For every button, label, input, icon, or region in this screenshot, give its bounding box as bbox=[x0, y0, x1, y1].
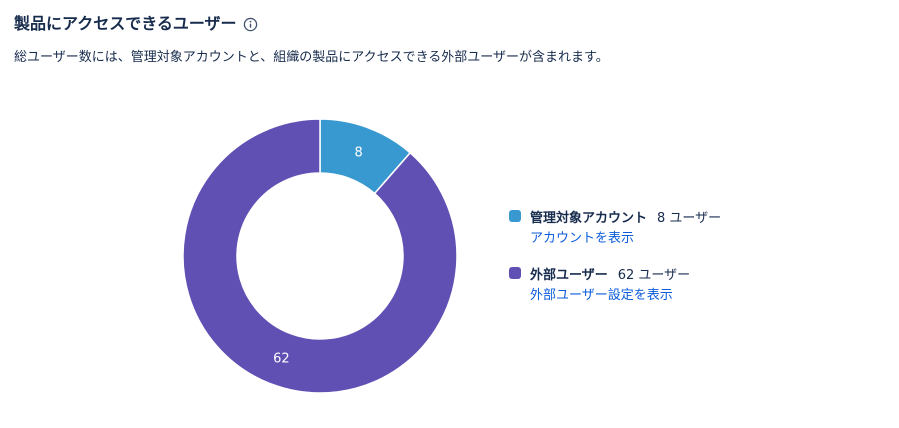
data-label-external-users: 62 bbox=[273, 351, 290, 366]
legend-item-external-users: 外部ユーザー 62 ユーザー 外部ユーザー設定を表示 bbox=[509, 263, 721, 306]
chart-legend: 管理対象アカウント 8 ユーザー アカウントを表示 外部ユーザー 62 ユーザー… bbox=[509, 206, 721, 320]
legend-label-external-users: 外部ユーザー bbox=[530, 267, 608, 283]
legend-count-managed-accounts: 8 ユーザー bbox=[657, 210, 722, 226]
view-external-user-settings-link[interactable]: 外部ユーザー設定を表示 bbox=[530, 288, 673, 303]
legend-swatch-external-users bbox=[509, 267, 521, 279]
legend-swatch-managed-accounts bbox=[509, 210, 521, 222]
donut-slice-external-users bbox=[182, 118, 458, 394]
legend-item-managed-accounts: 管理対象アカウント 8 ユーザー アカウントを表示 bbox=[509, 206, 721, 249]
data-label-managed-accounts: 8 bbox=[355, 146, 363, 161]
chart-description: 総ユーザー数には、管理対象アカウントと、組織の製品にアクセスできる外部ユーザーが… bbox=[14, 50, 609, 65]
view-accounts-link[interactable]: アカウントを表示 bbox=[530, 231, 635, 246]
legend-label-managed-accounts: 管理対象アカウント bbox=[530, 210, 648, 226]
legend-count-external-users: 62 ユーザー bbox=[617, 267, 691, 283]
page-title: 製品にアクセスできるユーザー bbox=[14, 14, 237, 33]
info-icon-glyph bbox=[243, 17, 257, 31]
chart-header: 製品にアクセスできるユーザー bbox=[14, 12, 258, 36]
donut-chart: 8 62 bbox=[182, 118, 458, 394]
info-icon[interactable] bbox=[243, 17, 258, 32]
donut-chart-svg: 8 62 bbox=[182, 118, 458, 394]
